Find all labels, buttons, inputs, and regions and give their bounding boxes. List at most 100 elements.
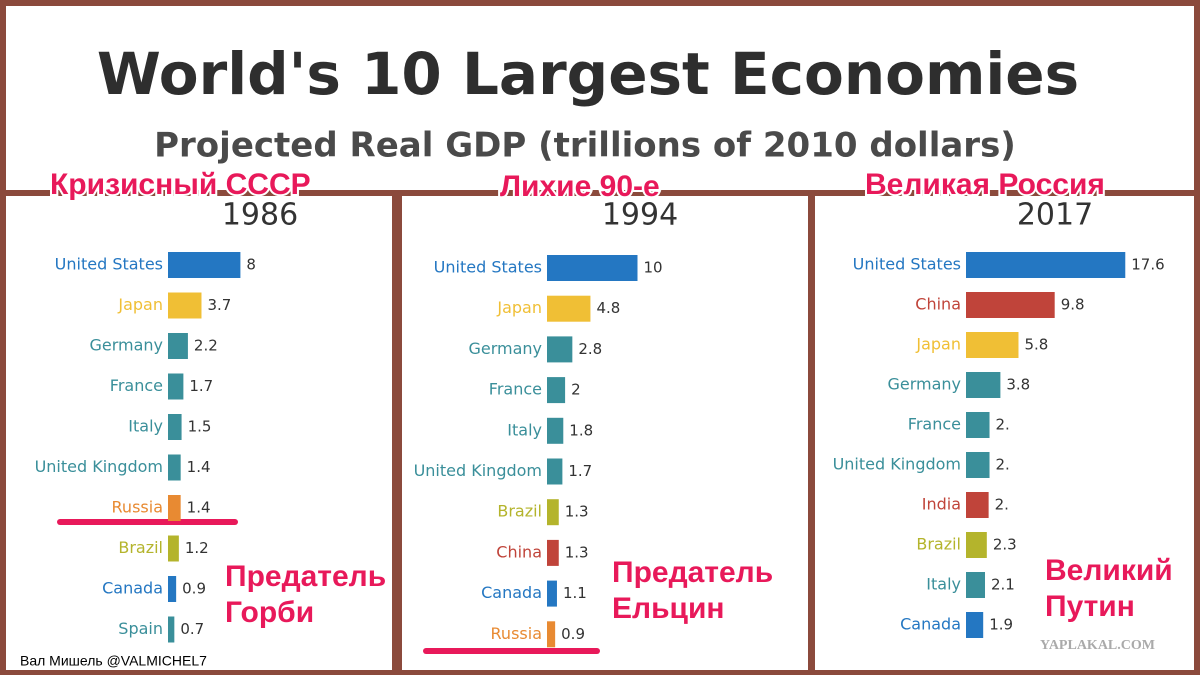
chart-title: 1994	[602, 198, 678, 233]
category-label: France	[110, 376, 163, 395]
value-label: 2.8	[578, 340, 602, 358]
chart-title: 2017	[1017, 198, 1093, 233]
value-label: 0.7	[180, 620, 204, 638]
chart-title: 1986	[222, 198, 298, 233]
category-label: Canada	[900, 615, 961, 634]
category-label: Germany	[89, 336, 163, 355]
subtitle: Projected Real GDP (trillions of 2010 do…	[154, 126, 1016, 166]
bar	[966, 292, 1055, 318]
caption: Кризисный СССР	[50, 168, 311, 201]
value-label: 2.	[995, 496, 1009, 514]
value-label: 2.2	[194, 337, 218, 355]
value-label: 8	[246, 256, 256, 274]
bar	[547, 499, 559, 526]
bar	[547, 539, 559, 566]
bar	[168, 252, 241, 278]
value-label: 1.8	[569, 421, 593, 439]
value-label: 3.7	[207, 296, 231, 314]
bar	[168, 292, 202, 319]
bar	[966, 532, 987, 558]
value-label: 1.1	[563, 584, 587, 602]
category-label: Japan	[915, 335, 961, 354]
category-label: Spain	[118, 619, 163, 638]
value-label: 3.8	[1006, 376, 1030, 394]
category-label: Brazil	[916, 535, 961, 554]
value-label: 1.2	[185, 539, 209, 557]
category-label: Canada	[102, 579, 163, 598]
note: Великий	[1045, 554, 1173, 587]
note: Ельцин	[612, 592, 725, 625]
category-label: United Kingdom	[833, 455, 961, 474]
category-label: United States	[55, 255, 163, 274]
value-label: 2.	[996, 456, 1010, 474]
category-label: Italy	[128, 417, 163, 436]
category-label: United Kingdom	[414, 461, 542, 480]
category-label: Japan	[117, 295, 163, 314]
category-label: Germany	[887, 375, 961, 394]
category-label: Germany	[468, 339, 542, 358]
category-label: Russia	[112, 498, 163, 517]
caption: Великая Россия	[865, 168, 1105, 201]
value-label: 0.9	[561, 625, 585, 643]
note: Предатель	[225, 560, 386, 593]
header	[6, 6, 1194, 190]
category-label: Canada	[481, 583, 542, 602]
credit: Вал Мишель @VALMICHEL7	[20, 653, 207, 669]
value-label: 1.4	[187, 458, 211, 476]
value-label: 5.8	[1024, 336, 1048, 354]
category-label: Russia	[491, 624, 542, 643]
bar	[547, 621, 556, 648]
value-label: 4.8	[596, 299, 620, 317]
note: Горби	[225, 596, 314, 629]
bar	[547, 580, 557, 607]
caption: Лихие 90-е	[500, 170, 660, 203]
value-label: 1.3	[565, 503, 589, 521]
bar	[168, 414, 182, 440]
bar	[547, 377, 566, 404]
category-label: Brazil	[497, 502, 542, 521]
category-label: Italy	[507, 420, 542, 439]
value-label: 2.	[996, 416, 1010, 434]
bar	[966, 572, 986, 598]
bar	[168, 576, 177, 602]
category-label: United States	[853, 255, 961, 274]
bar	[966, 612, 984, 638]
bar	[966, 252, 1126, 278]
category-label: United States	[434, 258, 542, 277]
value-label: 17.6	[1131, 256, 1164, 274]
bar	[168, 495, 181, 521]
category-label: France	[908, 415, 961, 434]
bar	[547, 255, 638, 281]
bar	[966, 332, 1019, 358]
bar	[547, 458, 563, 485]
bar	[547, 336, 573, 363]
bar	[966, 372, 1001, 398]
value-label: 9.8	[1061, 296, 1085, 314]
category-label: United Kingdom	[35, 457, 163, 476]
category-label: China	[496, 542, 542, 561]
title: World's 10 Largest Economies	[97, 40, 1079, 108]
category-label: Japan	[496, 298, 542, 317]
value-label: 2.1	[991, 576, 1015, 594]
note: Предатель	[612, 556, 773, 589]
bar	[547, 295, 591, 322]
category-label: Italy	[926, 575, 961, 594]
value-label: 10	[644, 259, 663, 277]
value-label: 1.5	[188, 418, 212, 436]
value-label: 1.3	[565, 543, 589, 561]
watermark: YAPLAKAL.COM	[1040, 638, 1155, 653]
bar	[168, 535, 179, 562]
value-label: 1.9	[989, 616, 1013, 634]
note: Путин	[1045, 590, 1135, 623]
bar	[168, 373, 184, 400]
value-label: 1.7	[568, 462, 592, 480]
value-label: 1.4	[187, 499, 211, 517]
value-label: 1.7	[189, 377, 213, 395]
category-label: India	[922, 495, 961, 514]
value-label: 0.9	[182, 580, 206, 598]
bar	[168, 333, 188, 359]
bar	[966, 492, 989, 518]
bar	[168, 616, 175, 643]
